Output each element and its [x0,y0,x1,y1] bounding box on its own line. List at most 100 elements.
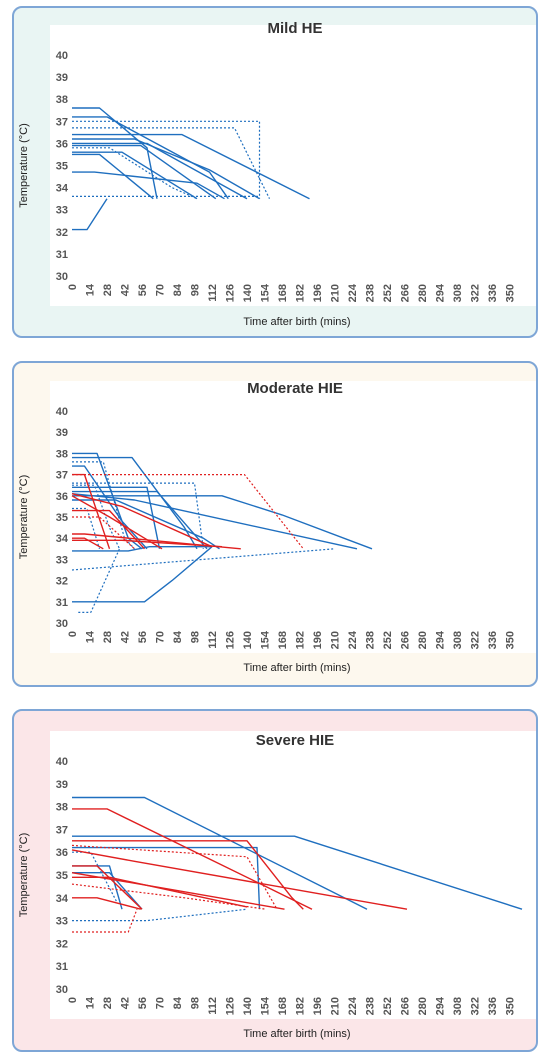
chart-title: Mild HE [268,20,323,37]
series-line [72,144,217,200]
mild-he-chart: Mild HE 30 31 32 33 34 35 36 37 38 39 40 0 14 28 42 56 70… [18,20,536,328]
y-tick-label: 40 [56,756,68,768]
x-tick-label: 350 [505,284,517,302]
x-tick-label: 154 [260,283,272,302]
severe-hie-panel: Severe HIE 30 31 32 33 34 35 36 37 38 39 40 0 14 28 42 5… [12,709,538,1052]
y-tick-label: 33 [56,916,68,928]
x-tick-label: 182 [295,997,307,1015]
series-line [72,138,260,200]
plot-area [50,381,536,653]
y-tick-label: 30 [56,618,68,630]
x-tick-label: 266 [400,631,412,649]
series-line [72,851,118,903]
series-line [71,849,408,910]
x-tick-label: 140 [242,631,254,649]
y-tick-label: 33 [56,205,68,217]
x-tick-label: 98 [190,997,202,1009]
x-tick-label: 154 [260,630,272,649]
y-tick-label: 34 [56,533,69,545]
series-line [72,461,135,550]
x-tick-label: 308 [452,631,464,649]
series-line [72,133,310,200]
plot-area [50,731,536,1019]
x-tick-label: 294 [435,283,447,302]
x-tick-label: 70 [155,997,167,1009]
chart-title: Moderate HIE [247,380,343,397]
series-line [72,153,154,200]
x-tick-label: 182 [295,631,307,649]
x-tick-label: 98 [190,284,202,296]
y-tick-label: 39 [56,427,68,439]
y-tick-label: 38 [56,448,68,460]
x-tick-label: 350 [505,631,517,649]
y-tick-label: 35 [56,512,68,524]
x-tick-label: 280 [417,631,429,649]
x-tick-label: 252 [382,284,394,302]
x-tick-label: 42 [120,631,132,643]
series-line [72,846,261,910]
x-tick-label: 98 [190,631,202,643]
y-tick-label: 36 [56,138,68,150]
x-tick-label: 266 [400,284,412,302]
y-tick-label: 36 [56,847,68,859]
series-line [72,142,248,200]
x-tick-label: 70 [155,631,167,643]
series-line [72,871,143,910]
x-tick-label: 84 [172,283,184,296]
x-tick-label: 84 [172,996,184,1009]
x-tick-label: 308 [452,997,464,1015]
x-tick-label: 0 [67,631,79,637]
series-line [72,545,212,552]
y-tick-label: 38 [56,94,68,106]
y-axis-label: Temperature (°C) [18,833,30,917]
y-tick-label: 32 [56,227,68,239]
series-line [72,840,304,910]
x-tick-label: 238 [365,284,377,302]
y-tick-label: 30 [56,984,68,996]
x-tick-label: 238 [365,631,377,649]
series-line [72,490,208,550]
x-tick-label: 14 [85,996,97,1009]
chart-title: Severe HIE [256,732,334,749]
series-line [72,116,229,200]
x-tick-label: 336 [487,284,499,302]
x-tick-label: 294 [435,996,447,1015]
moderate-hie-panel: Moderate HIE 30 31 32 33 34 35 36 37 38 39 40 0 14 28 4… [12,361,538,687]
x-tick-label: 224 [347,283,359,302]
y-tick-label: 36 [56,491,68,503]
x-tick-label: 42 [120,284,132,296]
series-line [72,499,220,550]
x-tick-label: 0 [67,997,79,1003]
x-tick-label: 238 [365,997,377,1015]
x-tick-label: 308 [452,284,464,302]
y-tick-label: 34 [56,893,69,905]
series-line [72,484,121,550]
x-tick-label: 210 [330,631,342,649]
mild-he-panel: Mild HE 30 31 32 33 34 35 36 37 38 39 40 0 14 28 42 56 70… [12,6,538,338]
x-tick-label: 280 [417,997,429,1015]
x-tick-label: 56 [137,997,149,1009]
x-tick-label: 196 [312,631,324,649]
series-line [72,537,104,550]
x-tick-label: 126 [225,997,237,1015]
y-axis-label: Temperature (°C) [18,475,30,559]
x-tick-label: 28 [102,284,114,296]
series-line [71,883,266,910]
x-tick-label: 196 [312,997,324,1015]
y-axis-label: Temperature (°C) [18,123,30,207]
x-tick-label: 140 [242,997,254,1015]
series-line [72,482,204,549]
y-tick-label: 30 [56,271,68,283]
series-line [72,473,304,550]
y-tick-label: 32 [56,938,68,950]
y-tick-label: 34 [56,183,69,195]
x-tick-label: 14 [85,630,97,643]
moderate-hie-chart: Moderate HIE 30 31 32 33 34 35 36 37 38 39 40 0 14 28 4… [18,380,536,674]
x-tick-label: 168 [277,284,289,302]
series-line [72,465,148,550]
x-tick-label: 336 [487,997,499,1015]
x-tick-label: 126 [225,631,237,649]
x-tick-label: 112 [207,997,219,1015]
x-tick-label: 42 [120,997,132,1009]
y-tick-label: 31 [56,249,68,261]
